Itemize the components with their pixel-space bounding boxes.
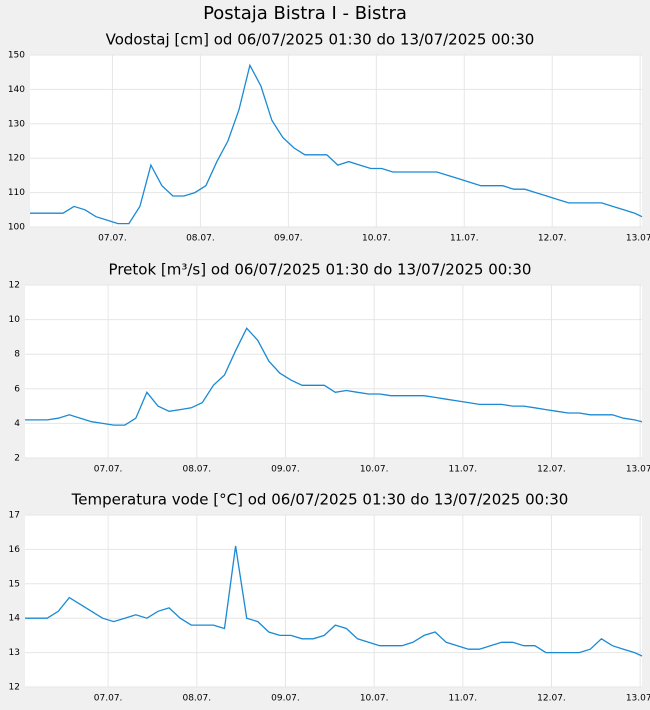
x-tick-label: 09.07. xyxy=(271,694,300,704)
chart-title: Temperatura vode [°C] od 06/07/2025 01:3… xyxy=(71,491,569,509)
y-tick-label: 8 xyxy=(14,350,20,360)
y-tick-label: 130 xyxy=(8,119,25,129)
y-tick-label: 17 xyxy=(9,511,20,521)
x-tick-label: 13.07. xyxy=(626,234,650,244)
data-line xyxy=(25,327,643,426)
x-tick-label: 13.07. xyxy=(626,694,650,704)
x-tick-label: 10.07. xyxy=(360,465,389,475)
data-line xyxy=(30,63,643,225)
x-tick-label: 12.07. xyxy=(538,234,567,244)
data-line xyxy=(25,545,643,657)
y-tick-label: 14 xyxy=(9,614,21,624)
y-tick-label: 2 xyxy=(14,454,20,464)
x-tick-label: 07.07. xyxy=(94,694,123,704)
y-tick-label: 15 xyxy=(9,579,20,589)
x-tick-label: 11.07. xyxy=(448,694,477,704)
x-tick-label: 12.07. xyxy=(537,694,566,704)
y-tick-label: 4 xyxy=(14,419,20,429)
x-tick-label: 08.07. xyxy=(182,694,211,704)
x-tick-label: 13.07. xyxy=(626,465,650,475)
x-tick-label: 09.07. xyxy=(274,234,303,244)
chart-title: Pretok [m³/s] od 06/07/2025 01:30 do 13/… xyxy=(109,261,532,279)
y-tick-label: 12 xyxy=(9,683,20,693)
y-tick-label: 6 xyxy=(14,384,20,394)
x-tick-label: 08.07. xyxy=(186,234,215,244)
y-tick-label: 120 xyxy=(8,154,25,164)
y-tick-label: 110 xyxy=(8,188,25,198)
x-tick-label: 08.07. xyxy=(182,465,211,475)
x-tick-label: 07.07. xyxy=(98,234,127,244)
page-title: Postaja Bistra I - Bistra xyxy=(203,3,407,24)
y-tick-label: 16 xyxy=(9,545,21,555)
plot-area xyxy=(25,285,642,458)
x-tick-label: 09.07. xyxy=(271,465,300,475)
y-tick-label: 140 xyxy=(8,85,25,95)
x-tick-label: 11.07. xyxy=(448,465,477,475)
y-tick-label: 100 xyxy=(8,223,25,233)
y-tick-label: 13 xyxy=(9,648,20,658)
x-tick-label: 10.07. xyxy=(362,234,391,244)
x-tick-label: 11.07. xyxy=(450,234,479,244)
y-tick-label: 12 xyxy=(9,281,20,291)
y-tick-label: 10 xyxy=(9,315,21,325)
x-tick-label: 10.07. xyxy=(360,694,389,704)
y-tick-label: 150 xyxy=(8,51,25,61)
plot-area xyxy=(30,55,642,227)
x-tick-label: 12.07. xyxy=(537,465,566,475)
chart-title: Vodostaj [cm] od 06/07/2025 01:30 do 13/… xyxy=(106,31,535,49)
x-tick-label: 07.07. xyxy=(94,465,123,475)
plot-area xyxy=(25,515,642,687)
